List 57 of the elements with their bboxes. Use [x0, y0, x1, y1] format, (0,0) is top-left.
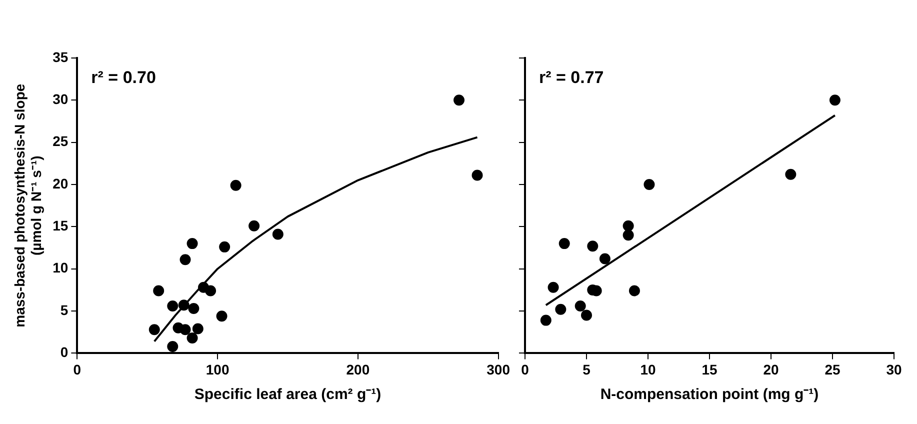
x-tick-label: 200 [346, 361, 370, 378]
point [472, 170, 483, 181]
point [192, 323, 204, 334]
point [574, 300, 586, 312]
y-tick-label: 20 [52, 175, 68, 192]
x-axis-title: Specific leaf area (cm² g⁻¹) [194, 386, 382, 404]
y-tick-label: 5 [60, 302, 68, 318]
y-tick-label: 30 [52, 91, 68, 108]
x-tick-label: 0 [73, 361, 82, 378]
point [644, 179, 655, 190]
x-tick-label: 25 [824, 361, 840, 378]
point [622, 220, 634, 232]
point [599, 253, 610, 264]
point [785, 168, 796, 180]
x-tick-label: 5 [582, 361, 591, 378]
x-tick-label: 10 [640, 361, 656, 378]
point [205, 285, 216, 296]
point [587, 240, 598, 252]
point [180, 324, 191, 336]
point [622, 230, 634, 241]
y-axis-title: mass-based photosynthesis-N slope (µmol g N⁻¹ s⁻¹) [11, 84, 44, 328]
x-tick-label: 15 [702, 361, 718, 378]
annotation: r² = 0.77 [539, 68, 604, 88]
point [178, 300, 190, 311]
point [555, 304, 566, 315]
point [628, 285, 640, 296]
point [186, 332, 198, 344]
point [248, 220, 260, 232]
point [153, 285, 164, 296]
y-tick-label: 25 [52, 133, 68, 150]
x-tick-label: 100 [206, 361, 230, 378]
x-axis-title: N-compensation point (mg g⁻¹) [600, 386, 819, 404]
point [581, 310, 592, 321]
point [558, 238, 570, 250]
point [148, 324, 160, 336]
annotation: r² = 0.70 [91, 68, 156, 88]
point [180, 254, 191, 266]
y-tick-label: 0 [60, 344, 68, 360]
y-tick-label: 35 [52, 48, 68, 65]
point [167, 340, 178, 352]
x-tick-label: 30 [886, 361, 902, 378]
point [186, 238, 198, 250]
point [216, 310, 228, 322]
point [230, 180, 242, 191]
point [272, 228, 284, 240]
point [548, 282, 559, 293]
point [167, 300, 178, 312]
x-tick-label: 0 [521, 361, 530, 378]
point [188, 303, 200, 314]
x-tick-label: 20 [763, 361, 779, 378]
y-tick-label: 10 [52, 260, 68, 276]
x-tick-label: 300 [486, 361, 510, 378]
point [219, 241, 230, 252]
point [829, 94, 840, 106]
point [454, 94, 465, 106]
y-tick-label: 15 [52, 218, 68, 234]
point [540, 314, 552, 326]
